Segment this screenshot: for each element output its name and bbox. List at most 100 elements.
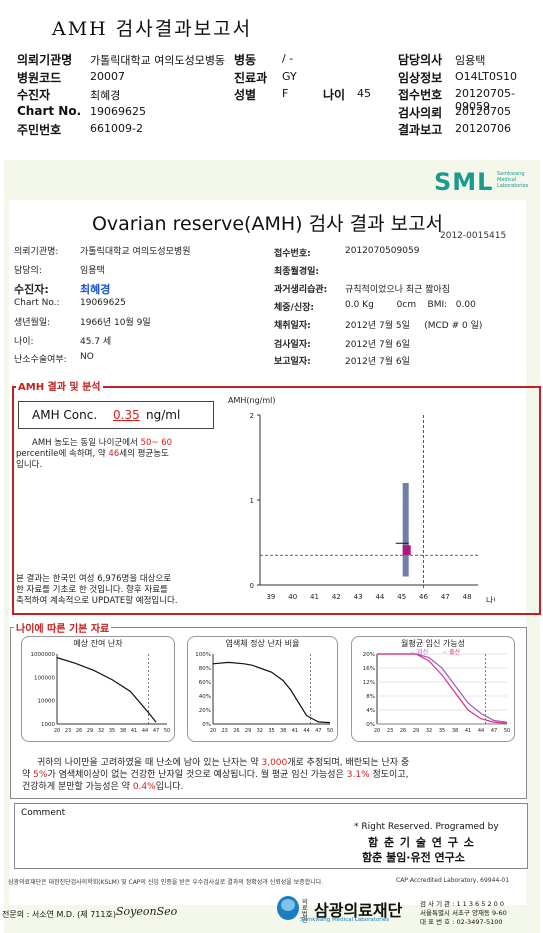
info-right-value: 2012년 7월 6일 — [345, 357, 410, 367]
mini-series-line — [377, 653, 508, 723]
info-left-label: 나이: — [14, 337, 34, 347]
info-right-value: 2012년 7월 5일 (MCD # 0 일) — [345, 321, 483, 331]
normal-egg-ratio-chart: 염색체 정상 난자 비율 100% 80% 60% 40% 20% 0%20 23 26 29 32… — [195, 638, 333, 734]
header-value: 임용택 — [455, 54, 486, 67]
copyright-line: * Right Reserved. Programed by — [354, 822, 499, 832]
header-value: 최혜경 — [90, 89, 121, 102]
header-label: 나이 — [323, 88, 346, 102]
amh-desc3: 세의 평균농도 — [119, 449, 169, 459]
header-label: 검사의뢰 — [398, 105, 443, 120]
mini-x-tick: 26 — [76, 728, 82, 734]
doctor-signature: SoyeonSeo — [116, 905, 178, 918]
info-left-label: 생년월일: — [14, 318, 51, 328]
header-label: 접수번호 — [398, 88, 443, 102]
mini-x-tick: 26 — [400, 728, 406, 734]
mini-series-line — [56, 657, 157, 723]
info-left-label: 난소수술여부: — [14, 355, 67, 365]
y-tick-label: 1 — [250, 497, 254, 505]
header-label: 담당의사 — [398, 53, 443, 67]
sml-logo-subtitle: Samkwang Medical Laboratories — [497, 171, 528, 189]
monthly-pregnancy-percent: 3.1% — [346, 770, 370, 780]
mini-y-tick: 60% — [199, 680, 211, 686]
note2a: 약 — [22, 770, 31, 780]
sml-logo: SML — [434, 168, 494, 196]
org-type: 의료법인 — [302, 899, 308, 924]
info-left-label: 담당의: — [14, 266, 42, 276]
mini-x-tick: 35 — [109, 728, 115, 734]
mini-x-tick: 50 — [504, 728, 510, 734]
mini-x-tick: 44 — [303, 728, 309, 734]
mini-x-tick: 23 — [387, 728, 393, 734]
amh-desc1: AMH 농도는 동일 나이군에서 — [32, 438, 138, 448]
header-label: 의뢰기관명 — [17, 53, 73, 67]
header-value: 가톨릭대학교 여의도성모병동 — [90, 54, 226, 67]
header-value: 45 — [357, 87, 371, 100]
x-tick-label: 48 — [463, 593, 472, 601]
contact-line3: 대 표 번 호 : 02-3497-5100 — [420, 918, 503, 926]
mini-y-tick: 20% — [363, 652, 375, 658]
mini-x-tick: 29 — [245, 728, 251, 734]
mini-y-tick: 80% — [199, 666, 211, 672]
info-right-label: 체중/신장: — [274, 303, 315, 313]
header-value: 661009-2 — [90, 122, 143, 135]
info-left-value: 가톨릭대학교 여의도성모병원 — [80, 247, 191, 257]
cap-accreditation: CAP Accredited Laboratory, 69944-01 — [396, 877, 510, 884]
mini-series-line — [212, 661, 331, 724]
mini-legend: -: 출산 — [443, 648, 461, 656]
mini-series-line — [377, 653, 508, 724]
amh-description: AMH 농도는 동일 나이군에서 50~ 60 — [32, 438, 222, 448]
header-value: 20120705-09059 — [455, 87, 515, 113]
info-right-value: 0.0 Kg 0cm BMI: 0.00 — [345, 300, 476, 310]
note3c: 입니다. — [155, 782, 184, 792]
report-number: 2012-0015415 — [440, 231, 507, 241]
mini-y-tick: 4% — [366, 708, 375, 714]
contact-line2: 서울특별시 서초구 양재동 9-60 — [420, 909, 507, 917]
chart-bg — [222, 393, 495, 603]
mini-y-tick: 40% — [199, 694, 211, 700]
mini-y-tick: 12% — [363, 680, 375, 686]
header-label: 수진자 — [17, 88, 51, 102]
header-value: 19069625 — [90, 104, 146, 118]
amh-conc-label: AMH Conc. — [32, 408, 98, 422]
amh-age-chart: AMH(ng/ml) 0 1 2 39 40 41 42 43 44 45 46 47 48 나이 — [222, 393, 495, 603]
remaining-egg-count: 3,000 — [261, 758, 288, 768]
info-right-value: 2012070509059 — [345, 246, 420, 256]
document-title: AMH 검사결과보고서 — [52, 18, 253, 40]
logo-sub1: Samkwang — [497, 171, 525, 177]
mini-x-tick: 38 — [280, 728, 286, 734]
mini-y-tick: 20% — [199, 708, 211, 714]
age-note-line2: 약 5%가 염색체이상이 없는 건강한 난자일 것으로 예상됩니다. 월 평균 … — [22, 767, 408, 780]
info-right-value: 규칙적이었으나 최근 짧아짐 — [345, 285, 451, 295]
mini-x-tick: 23 — [65, 728, 71, 734]
info-left-value: 19069625 — [80, 298, 126, 308]
age-note-line1: 귀하의 나이만을 고려하였을 때 난소에 남아 있는 난자는 약 3,000개로… — [37, 755, 409, 768]
mini-x-tick: 41 — [131, 728, 137, 734]
mini-x-tick: 20 — [374, 728, 380, 734]
mini-x-tick: 41 — [292, 728, 298, 734]
info-left-value: 임용택 — [80, 266, 105, 276]
x-tick-label: 40 — [288, 593, 297, 601]
amh-footnote-3: 축적하여 계속적으로 UPDATE할 예정입니다. — [16, 596, 178, 606]
amh-section-heading: AMH 결과 및 분석 — [16, 378, 103, 393]
x-tick-label: 44 — [375, 593, 384, 601]
x-tick-label: 47 — [441, 593, 450, 601]
mini-x-tick: 20 — [54, 728, 60, 734]
comment-box: Comment — [14, 803, 528, 869]
mini-y-tick: 0% — [366, 722, 375, 728]
amh-desc2: percentile에 속하며, 약 — [16, 449, 106, 459]
mini-x-tick: 50 — [164, 728, 170, 734]
mini-y-tick: 100% — [195, 652, 211, 658]
mini-x-tick: 29 — [87, 728, 93, 734]
note1a: 귀하의 나이만을 고려하였을 때 난소에 남아 있는 난자는 약 — [37, 758, 259, 768]
info-left-value: NO — [80, 352, 94, 362]
info-right-label: 보고일자: — [274, 357, 311, 367]
info-left-value: 1966년 10월 9일 — [80, 318, 151, 328]
mini-y-tick: 10000 — [38, 699, 56, 705]
mini-x-tick: 47 — [315, 728, 321, 734]
info-right-value: 2012년 7월 6일 — [345, 340, 410, 350]
mini-x-tick: 20 — [210, 728, 216, 734]
header-label: 진료과 — [234, 70, 268, 85]
header-value: 20120706 — [455, 122, 511, 135]
x-tick-label: 46 — [419, 593, 428, 601]
